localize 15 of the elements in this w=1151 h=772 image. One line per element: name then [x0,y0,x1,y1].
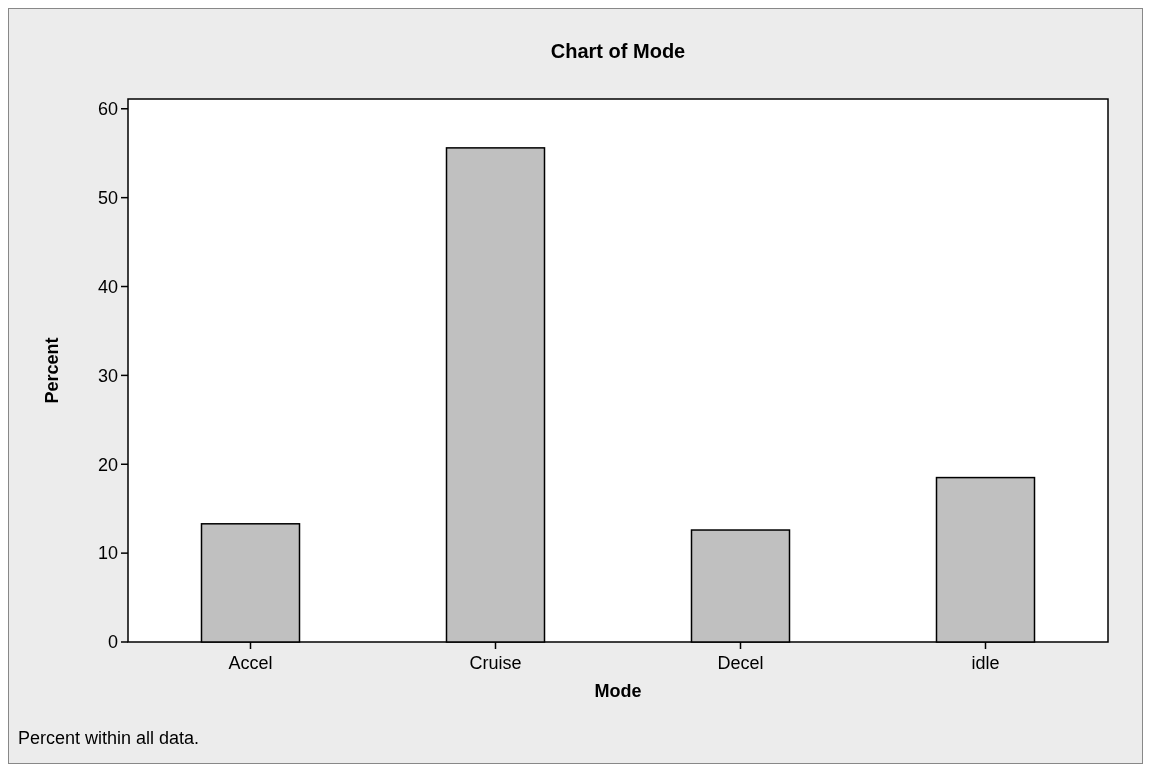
y-tick-label: 50 [97,187,118,208]
y-axis-title: Percent [42,337,62,404]
y-tick-label: 40 [97,276,118,297]
x-axis-title: Mode [594,681,642,701]
x-tick-label: Decel [717,653,764,673]
x-tick-label: Accel [228,653,273,673]
y-tick-label: 20 [97,454,118,475]
x-tick-label: idle [971,653,1000,673]
y-tick-label: 10 [97,543,118,564]
y-tick-label: 60 [97,99,118,120]
y-tick-label: 0 [107,632,118,653]
y-tick-label: 30 [97,365,118,386]
x-tick-label: Cruise [469,653,522,673]
text: Percent within all data. [18,728,200,748]
chart-title: Chart of Mode [550,40,686,62]
